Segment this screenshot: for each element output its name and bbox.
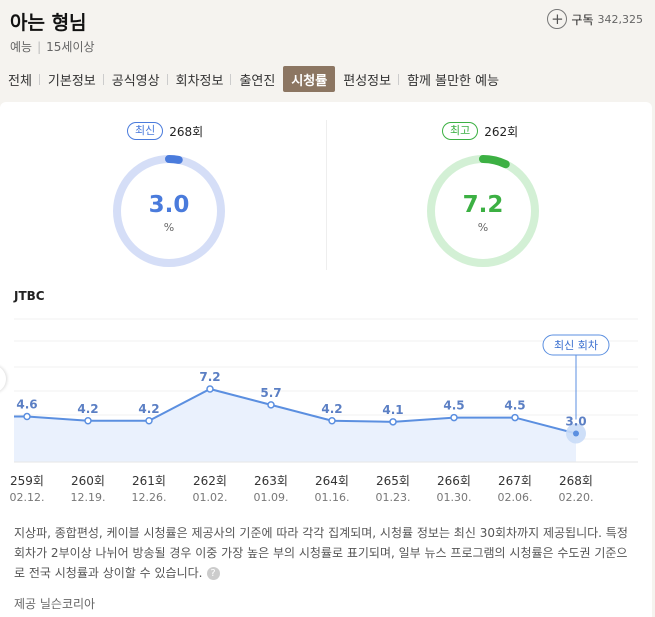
best-rating-value: 7.2 [462,192,504,218]
x-tick-date: 01.09. [254,491,289,504]
broadcaster-label: JTBC [14,289,45,303]
x-tick-date: 01.02. [193,491,228,504]
data-point[interactable] [511,413,519,422]
latest-ring-gauge [113,155,225,267]
latest-rating-head: 최신 268회 [127,122,203,140]
data-label: 4.2 [77,402,98,416]
x-tick-episode: 261회 [132,474,166,488]
subscribe-label: 구독 [571,12,594,27]
x-tick-episode: 260회 [71,474,105,488]
best-episode: 262회 [484,124,519,139]
data-point[interactable] [267,401,275,409]
x-tick-date: 01.23. [376,491,411,504]
program-header: 아는 형님 예능 | 15세이상 + 구독 342,325 [0,0,655,62]
best-ring-gauge [427,155,539,267]
tab-schedule[interactable]: 편성정보 [343,73,392,89]
program-title[interactable]: 아는 형님 [10,12,87,34]
meta-separator: | [37,40,42,54]
data-point[interactable] [23,412,31,421]
data-label: 5.7 [260,386,281,400]
latest-rating-value: 3.0 [148,192,190,218]
x-tick-date: 02.20. [559,491,594,504]
latest-episode: 268회 [169,124,204,139]
x-tick-date: 02.12. [10,491,45,504]
notice-text: 지상파, 종합편성, 케이블 시청률은 제공사의 기준에 따라 각각 집계되며,… [14,526,628,580]
ratings-line-chart: 최신 회차 4.6 259회 02.12. 4.2 260회 12.19. 4.2 261회 12… [10,318,638,504]
data-point[interactable] [450,413,458,422]
data-label: 3.0 [565,414,586,428]
x-tick-episode: 263회 [254,474,288,488]
best-rating-panel: 최고 262회 7.2 % [326,120,652,270]
data-point[interactable] [573,430,579,437]
ratings-notice: 지상파, 종합편성, 케이블 시청률은 제공사의 기준에 따라 각각 집계되며,… [14,523,634,583]
latest-rating-panel: 최신 268회 3.0 % [0,102,326,267]
tab-basic-info[interactable]: 기본정보 [38,66,104,92]
x-tick-date: 12.19. [71,491,106,504]
latest-callout-box [542,334,610,356]
x-tick-episode: 266회 [437,474,471,488]
best-rating-ring: 7.2 % [426,154,540,268]
best-badge: 최고 [442,122,479,140]
latest-rating-ring: 3.0 % [112,154,226,268]
tab-all[interactable]: 전체 [8,73,32,89]
tab-episode-info[interactable]: 회차정보 [166,66,232,92]
x-tick-episode: 265회 [376,474,410,488]
data-label: 4.5 [443,399,464,413]
best-rating-unit: % [477,221,489,234]
x-tick-date: 02.06. [498,491,533,504]
x-tick-date: 12.26. [132,491,167,504]
data-provider: 제공 닐슨코리아 [14,597,96,611]
data-point[interactable] [145,417,153,425]
scroll-left-handle[interactable] [0,365,6,393]
best-ring-progress [427,155,539,267]
program-meta: 예능 | 15세이상 [10,38,95,55]
x-tick-episode: 262회 [193,474,227,488]
tab-cast[interactable]: 출연진 [230,66,283,92]
subscribe-button[interactable]: + 구독 342,325 [547,9,643,29]
subscribe-count: 342,325 [597,12,644,26]
x-tick-episode: 268회 [559,474,593,488]
data-label: 4.6 [16,398,37,412]
data-label: 4.5 [504,399,525,413]
x-tick-episode: 264회 [315,474,349,488]
help-icon[interactable]: ? [206,567,220,580]
best-rating-head: 최고 262회 [442,122,518,140]
x-tick-episode: 267회 [498,474,532,488]
data-point[interactable] [206,385,214,393]
tab-recommended[interactable]: 함께 볼만한 예능 [398,66,507,92]
data-label: 4.1 [382,403,403,417]
latest-callout-label: 최신 회차 [554,339,598,352]
data-label: 4.2 [321,402,342,416]
series-area [14,389,576,462]
tab-official-video[interactable]: 공식영상 [102,66,168,92]
data-point[interactable] [84,417,92,425]
ratings-card: 최신 268회 3.0 % 최고 262회 7.2 % JTBC 최신 회차 4.… [0,102,652,617]
data-point[interactable] [328,417,336,425]
program-rating: 15세이상 [46,40,95,54]
data-point[interactable] [389,418,397,426]
tab-ratings[interactable]: 시청률 [283,66,336,92]
data-label: 7.2 [199,370,220,384]
tab-bar: 전체 기본정보 공식영상 회차정보 출연진 시청률 편성정보 함께 볼만한 예능 [0,63,655,95]
data-label: 4.2 [138,402,159,416]
x-tick-date: 01.30. [437,491,472,504]
x-tick-date: 01.16. [315,491,350,504]
latest-badge: 최신 [127,122,164,140]
plus-icon: + [547,9,568,29]
program-genre: 예능 [10,40,33,54]
latest-ring-progress [113,155,225,267]
latest-rating-unit: % [163,221,175,234]
x-tick-episode: 259회 [10,474,44,488]
